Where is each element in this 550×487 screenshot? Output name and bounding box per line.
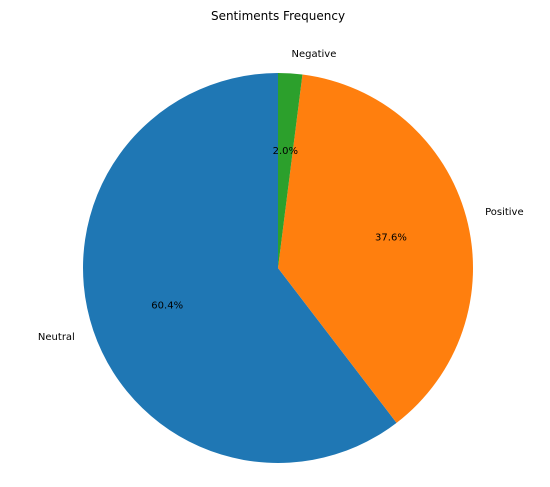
- pie-slices: [83, 73, 474, 463]
- chart-title: Sentiments Frequency: [211, 9, 345, 23]
- slice-percent-negative: 2.0%: [273, 146, 298, 157]
- pie-labels: Neutral 60.4% Positive 37.6% Negative 2.0%: [38, 49, 524, 343]
- pie-slice-positive: [278, 74, 474, 423]
- slice-percent-positive: 37.6%: [375, 232, 407, 243]
- slice-label-neutral: Neutral: [38, 332, 75, 343]
- slice-percent-neutral: 60.4%: [151, 301, 183, 312]
- pie-slice-neutral: [83, 73, 397, 463]
- pie-slice-negative: [278, 73, 303, 268]
- slice-label-positive: Positive: [485, 207, 524, 218]
- slice-label-negative: Negative: [291, 49, 336, 60]
